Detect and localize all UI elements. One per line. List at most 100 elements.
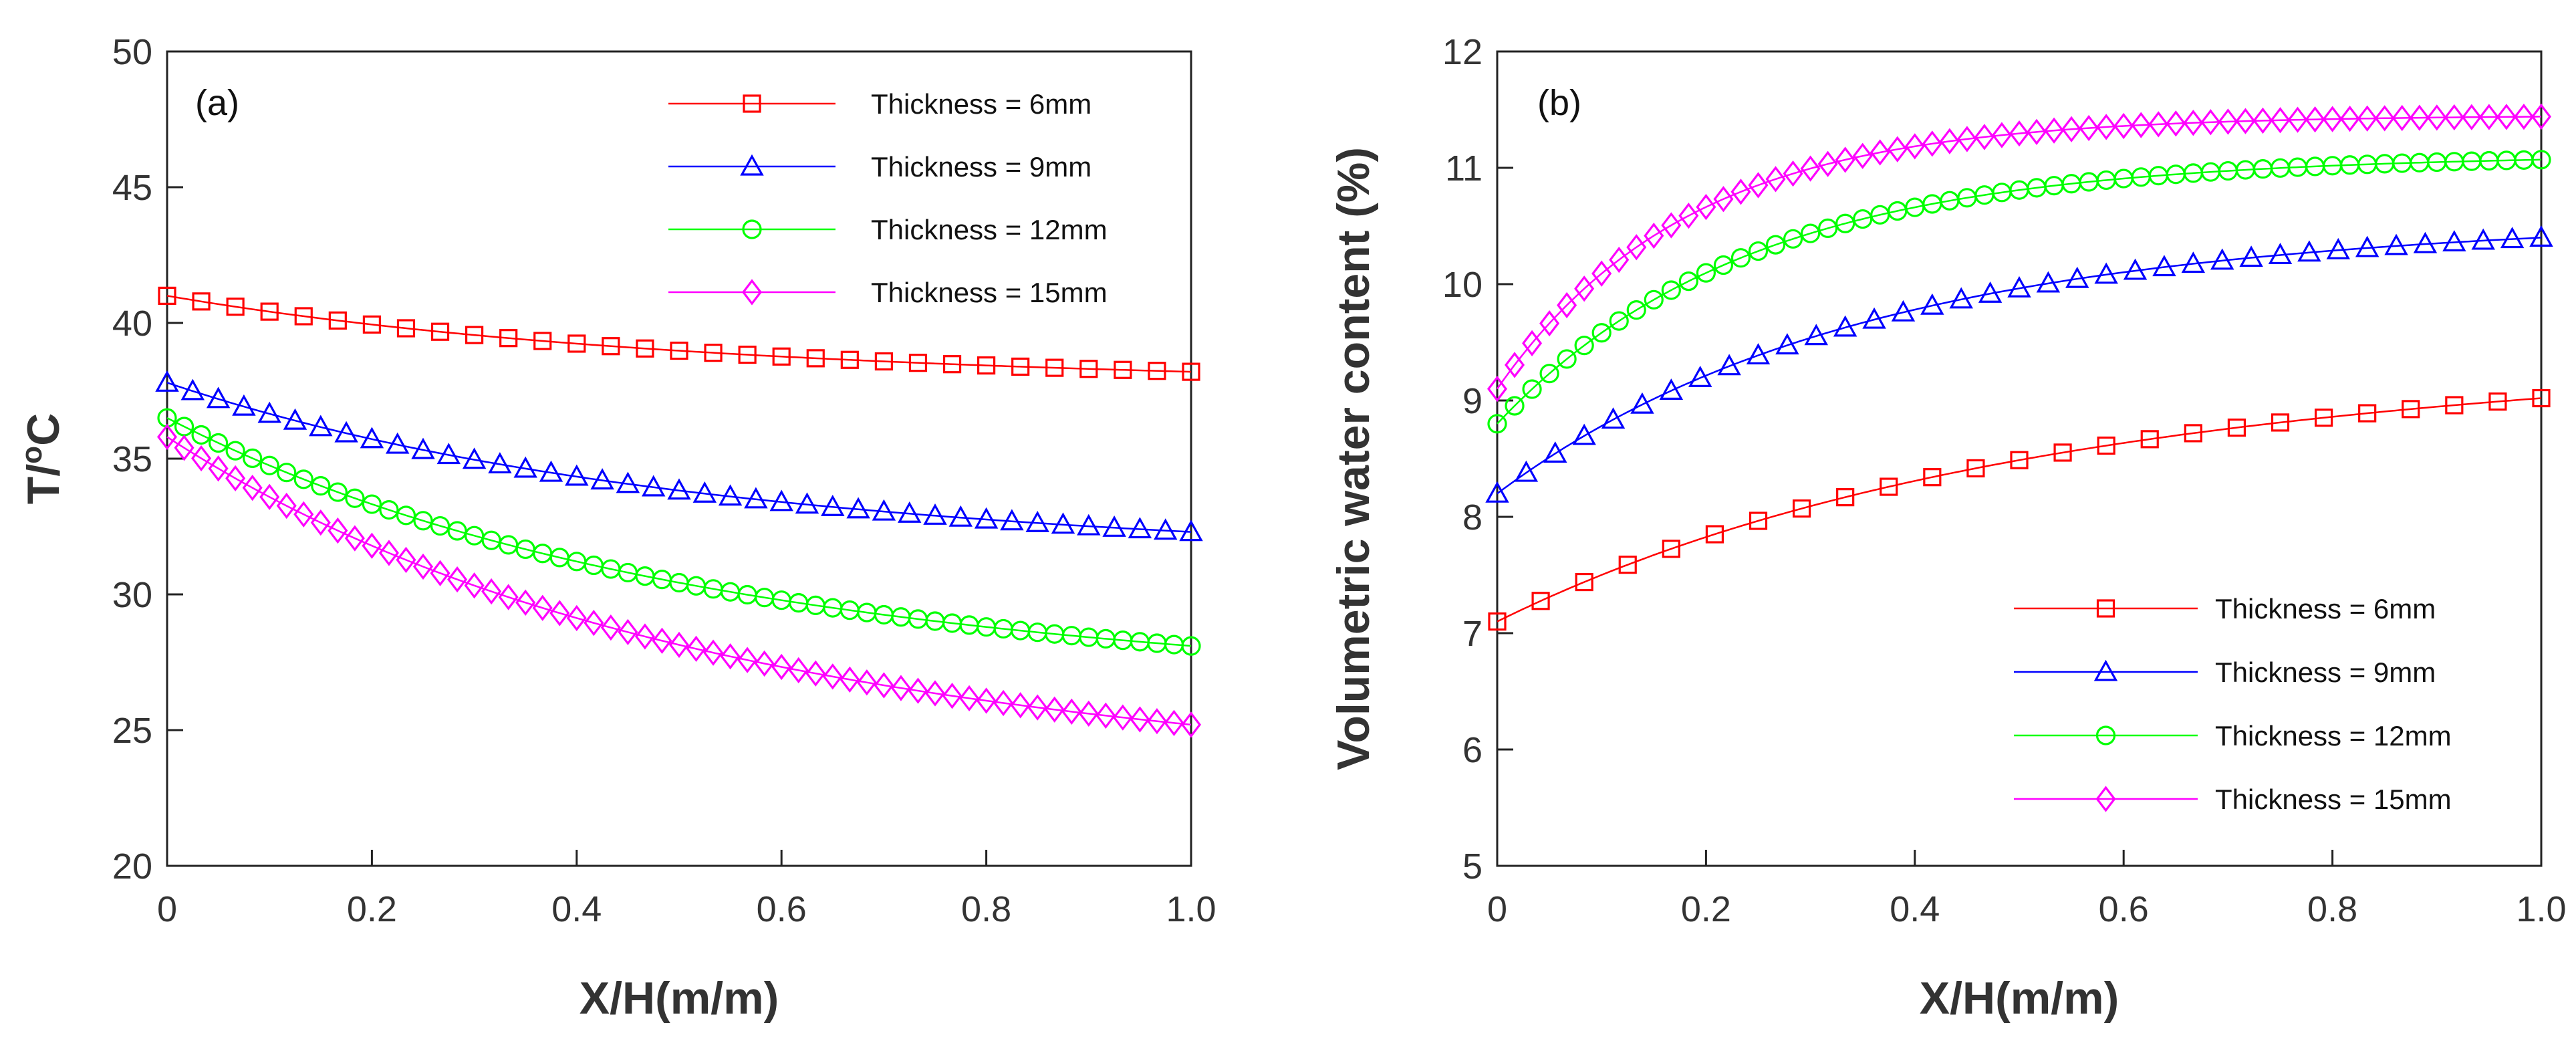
data-point [362,494,382,514]
data-point [704,344,723,362]
data-point [2218,108,2238,135]
panel-a-ylabel-main: T/ [18,464,69,505]
y-tick-label: 25 [112,711,152,751]
data-point [948,505,973,527]
data-point [2488,392,2507,411]
data-point [385,432,410,454]
data-point [616,471,640,493]
legend-entry: Thickness = 9mm [668,151,1091,183]
data-point [1644,290,1664,310]
data-point [2287,106,2308,133]
data-point [180,378,205,400]
data-point [1966,459,1985,478]
data-point [1833,315,1857,337]
data-point [840,350,859,369]
data-point [2007,275,2031,298]
data-point [1626,300,1646,320]
x-tick-label: 0.8 [2307,889,2357,929]
data-point [488,452,512,474]
data-point [2065,266,2089,288]
y-tick-label: 20 [112,846,152,887]
panel-b-legend: Thickness = 6mm Thickness = 9mm Thickness … [2014,593,2452,815]
data-point [2140,430,2159,449]
data-point [737,647,758,673]
data-point [499,329,518,348]
x-tick-label: 0 [1487,889,1507,929]
data-point [1609,246,1630,273]
data-point [257,401,281,423]
data-point [942,683,962,709]
data-point [378,540,399,566]
data-point [549,600,570,626]
data-point [1505,352,1525,378]
data-point [1678,271,1698,292]
data-point [311,476,331,496]
data-point [1922,130,1942,157]
data-point [1557,349,1577,369]
data-point [259,483,280,510]
data-point [1661,280,1681,300]
data-point [1128,517,1152,539]
panel-b-xlabel: X/H(m/m) [1920,973,2119,1024]
data-point [1775,333,1799,355]
data-point [1591,323,1612,343]
data-point [667,478,691,500]
data-point [754,650,775,677]
data-point [1836,488,1855,507]
data-point [1818,218,1838,239]
data-point [1730,248,1751,268]
data-point [1904,133,1925,160]
data-point [1783,160,1803,187]
data-point [2252,107,2273,134]
data-point [242,474,263,501]
data-point [1609,311,1629,331]
data-point [1601,407,1626,429]
data-point [2239,245,2263,267]
data-point [636,339,654,358]
legend-label: Thickness = 15mm [871,277,1108,308]
data-point [2531,103,2552,130]
data-point [1713,255,1734,275]
legend-label: Thickness = 15mm [2215,784,2452,815]
data-point [2532,388,2551,408]
data-point [874,672,894,699]
x-tick-label: 0.8 [961,889,1011,929]
panel-a-label: (a) [195,83,239,123]
data-point [2531,150,2551,170]
y-tick-label: 6 [1462,730,1483,770]
data-point [1852,142,1873,169]
data-point [1112,704,1133,731]
y-tick-label: 5 [1462,846,1483,887]
data-point [2355,235,2379,257]
data-point [413,511,433,531]
series-line [166,382,1192,533]
data-point [2314,409,2333,427]
data-point [2096,114,2117,140]
data-point [225,465,246,492]
legend-label: Thickness = 12mm [871,214,1108,245]
series-thickness-6mm [1488,388,2551,631]
data-point [2097,436,2115,455]
data-point [2357,105,2377,132]
data-point [1102,515,1126,537]
data-point [2183,110,2204,136]
data-point [1011,357,1030,376]
data-point [1949,287,1973,309]
data-point [720,643,741,670]
series-thickness-6mm [158,286,1200,381]
data-point [692,481,717,503]
data-point [584,610,604,637]
data-point [1130,706,1150,733]
legend-entry: Thickness = 15mm [668,277,1108,308]
data-point [738,345,757,364]
data-point [1923,468,1942,487]
panel-b-yticks: 5 6 7 8 9 10 11 12 [1442,32,1513,887]
x-tick-label: 0 [157,889,177,929]
series-thickness-9mm [1485,225,2553,503]
data-point [2478,104,2499,130]
data-point [795,492,819,514]
data-point [2152,255,2176,277]
x-tick-label: 0.4 [1890,889,1940,929]
data-point [618,618,638,646]
